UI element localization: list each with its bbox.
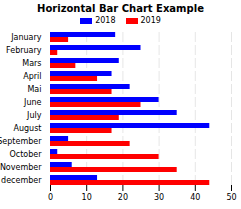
svg-text:10: 10 <box>82 193 92 202</box>
svg-text:November: November <box>0 163 42 172</box>
svg-text:August: August <box>14 124 42 133</box>
svg-text:december: december <box>1 176 42 185</box>
svg-text:20: 20 <box>118 193 128 202</box>
html-text:2018: 2018 <box>95 16 116 25</box>
svg-text:0: 0 <box>48 193 53 202</box>
svg-text:July: July <box>26 111 42 120</box>
svg-text:50: 50 <box>226 193 236 202</box>
svg-text:September: September <box>0 137 42 146</box>
svg-text:October: October <box>9 150 42 159</box>
svg-text:30: 30 <box>154 193 164 202</box>
svg-text:April: April <box>23 72 41 81</box>
svg-text:Mars: Mars <box>22 59 41 68</box>
svg-text:Mai: Mai <box>27 85 41 94</box>
html-text:Horizontal Bar Chart Example: Horizontal Bar Chart Example <box>37 3 204 14</box>
svg-text:June: June <box>23 98 42 107</box>
svg-text:February: February <box>6 46 42 55</box>
svg-text:40: 40 <box>190 193 200 202</box>
html-text:2019: 2019 <box>140 16 161 25</box>
svg-text:January: January <box>10 33 42 42</box>
